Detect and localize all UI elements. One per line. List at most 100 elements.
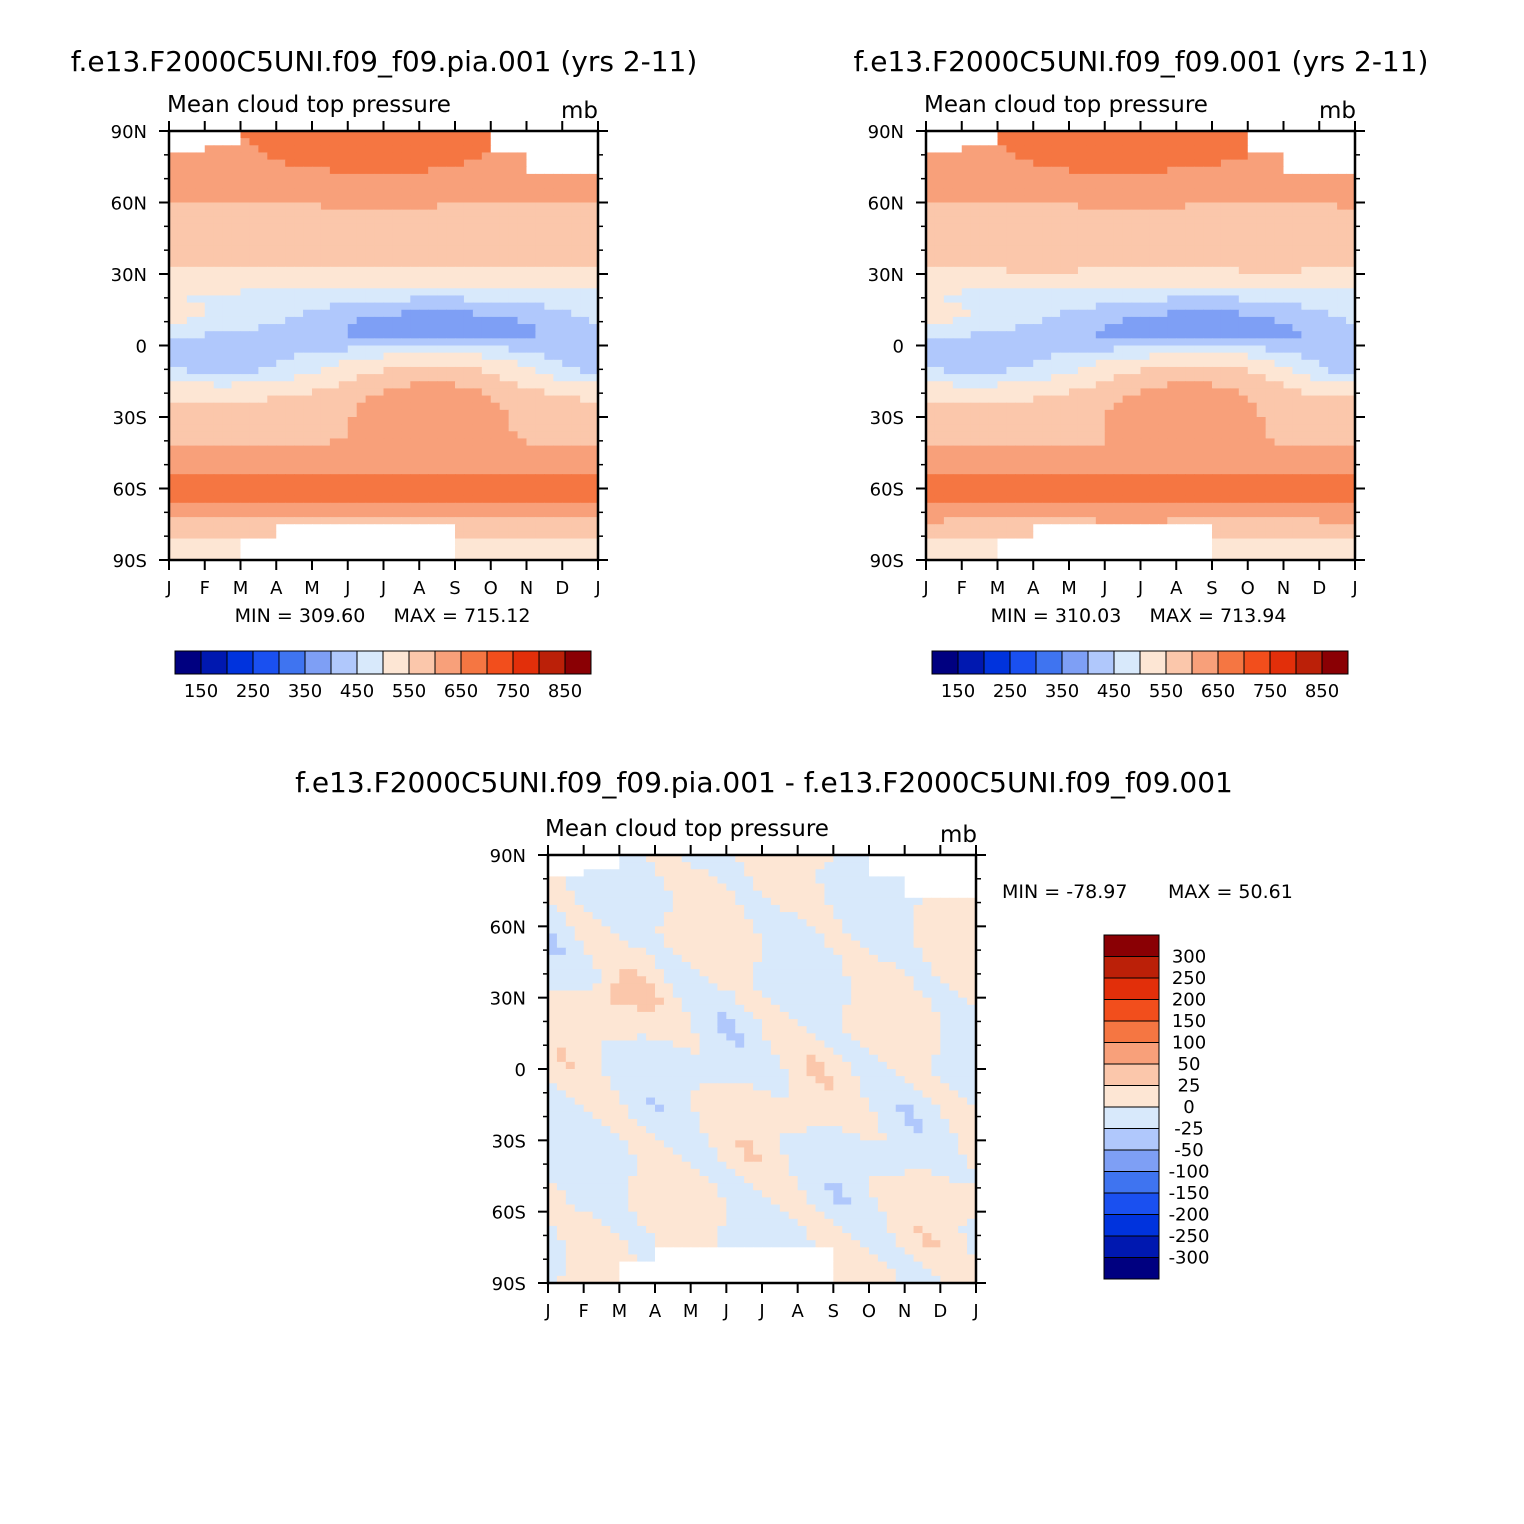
heatmap-cell xyxy=(312,502,322,511)
heatmap-cell xyxy=(1238,331,1249,339)
heatmap-cell xyxy=(365,381,376,389)
heatmap-cell xyxy=(329,345,340,354)
heatmap-cell xyxy=(463,195,474,204)
heatmap-cell xyxy=(1069,352,1079,361)
heatmap-cell xyxy=(1033,252,1043,261)
heatmap-cell xyxy=(472,152,483,161)
heatmap-cell xyxy=(1203,216,1213,225)
heatmap-cell xyxy=(374,481,385,490)
heatmap-cell xyxy=(204,474,215,482)
heatmap-cell xyxy=(285,467,295,475)
heatmap-cell xyxy=(195,188,206,196)
heatmap-cell xyxy=(490,245,501,254)
heatmap-cell xyxy=(294,188,304,196)
heatmap-cell xyxy=(455,467,465,475)
heatmap-cell xyxy=(392,252,402,261)
heatmap-cell xyxy=(195,359,206,368)
heatmap-cell xyxy=(213,524,224,532)
heatmap-cell xyxy=(437,459,447,468)
heatmap-cell xyxy=(294,166,304,175)
heatmap-cell xyxy=(365,545,376,554)
heatmap-cell xyxy=(1176,181,1186,189)
heatmap-cell xyxy=(258,173,268,182)
heatmap-cell xyxy=(419,502,429,511)
heatmap-cell xyxy=(213,152,224,161)
heatmap-cell xyxy=(428,223,438,232)
heatmap-cell xyxy=(562,495,572,504)
heatmap-cell xyxy=(481,181,492,189)
heatmap-cell xyxy=(1033,245,1043,254)
heatmap-cell xyxy=(526,545,537,554)
heatmap-cell xyxy=(1194,216,1204,225)
heatmap-cell xyxy=(1203,345,1213,354)
heatmap-cell xyxy=(365,259,376,268)
heatmap-cell xyxy=(1069,274,1079,282)
heatmap-cell xyxy=(1203,166,1213,175)
heatmap-cell xyxy=(943,195,954,204)
heatmap-cell xyxy=(553,359,563,368)
heatmap-cell xyxy=(1337,338,1347,347)
heatmap-cell xyxy=(1310,338,1320,347)
heatmap-cell xyxy=(195,531,206,540)
heatmap-cell xyxy=(988,374,999,382)
heatmap-cell xyxy=(1292,238,1302,246)
heatmap-cell xyxy=(446,488,456,497)
heatmap-cell xyxy=(463,331,474,339)
heatmap-cell xyxy=(365,152,376,161)
heatmap-cell xyxy=(455,488,465,497)
heatmap-cell xyxy=(472,402,483,411)
heatmap-cell xyxy=(1301,131,1311,139)
heatmap-cell xyxy=(240,359,251,368)
heatmap-cell xyxy=(1203,324,1213,332)
heatmap-cell xyxy=(517,281,528,289)
heatmap-cell xyxy=(553,138,563,146)
heatmap-cell xyxy=(481,259,492,268)
heatmap-cell xyxy=(267,424,277,432)
heatmap-cell xyxy=(276,409,286,418)
heatmap-cell xyxy=(169,381,179,389)
heatmap-cell xyxy=(508,395,519,404)
heatmap-cell xyxy=(1122,309,1133,318)
heatmap-cell xyxy=(1283,345,1294,354)
heatmap-cell xyxy=(1006,359,1016,368)
heatmap-cell xyxy=(1238,352,1249,361)
heatmap-cell xyxy=(231,266,242,275)
heatmap-cell xyxy=(410,152,420,161)
heatmap-cell xyxy=(1024,374,1034,382)
heatmap-cell xyxy=(997,402,1008,411)
heatmap-cell xyxy=(508,309,519,318)
heatmap-cell xyxy=(249,259,259,268)
heatmap-cell xyxy=(1077,352,1088,361)
heatmap-cell xyxy=(1140,259,1151,268)
heatmap-cell xyxy=(952,345,963,354)
heatmap-cell xyxy=(1319,331,1329,339)
heatmap-cell xyxy=(437,295,447,304)
heatmap-cell xyxy=(1301,209,1311,218)
heatmap-cell xyxy=(365,467,376,475)
heatmap-cell xyxy=(1274,238,1285,246)
heatmap-cell xyxy=(970,309,981,318)
heatmap-cell xyxy=(419,452,429,461)
heatmap-cell xyxy=(463,202,474,211)
heatmap-cell xyxy=(508,345,519,354)
heatmap-cell xyxy=(1301,145,1311,154)
heatmap-cell xyxy=(320,388,331,397)
heatmap-cell xyxy=(312,309,322,318)
heatmap-cell xyxy=(258,152,268,161)
heatmap-cell xyxy=(258,352,268,361)
heatmap-cell xyxy=(535,288,545,297)
heatmap-cell xyxy=(1140,223,1151,232)
heatmap-cell xyxy=(186,338,197,347)
heatmap-cell xyxy=(356,331,367,339)
heatmap-cell xyxy=(401,209,411,218)
heatmap-cell xyxy=(1256,366,1267,375)
heatmap-cell xyxy=(1283,288,1294,297)
heatmap-cell xyxy=(1060,238,1070,246)
heatmap-cell xyxy=(517,509,528,518)
heatmap-cell xyxy=(437,188,447,196)
heatmap-cell xyxy=(312,281,322,289)
heatmap-cell xyxy=(1131,245,1142,254)
heatmap-cell xyxy=(1283,331,1294,339)
heatmap-cell xyxy=(249,502,259,511)
heatmap-cell xyxy=(249,195,259,204)
